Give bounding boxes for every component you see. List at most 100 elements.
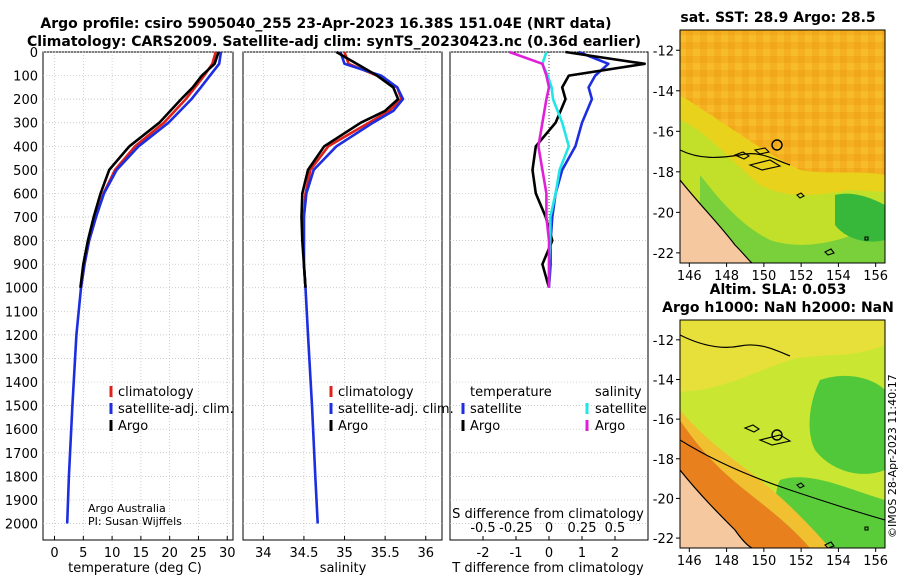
sla-contour	[680, 439, 885, 521]
s-tick-label: -0.5	[470, 521, 495, 536]
map-y-tick-label: -12	[653, 334, 674, 349]
map-x-tick-label: 154	[826, 554, 851, 569]
sla-map-title: Altim. SLA: 0.053	[710, 282, 847, 298]
figure-title-line1: Argo profile: csiro 5905040_255 23-Apr-2…	[40, 16, 611, 32]
sst-reef-mid	[733, 147, 782, 171]
sst-land	[680, 180, 752, 263]
legend-title-salinity: salinity	[595, 385, 642, 400]
credit-line1: Argo Australia	[88, 502, 166, 515]
x-tick-label: 35.5	[371, 546, 400, 561]
y-tick-label: 1800	[5, 470, 38, 485]
y-tick-label: 1600	[5, 423, 38, 438]
map-x-tick-label: 148	[714, 554, 739, 569]
credit-line2: PI: Susan Wijffels	[88, 515, 182, 528]
x-tick-label: -2	[477, 546, 490, 561]
sst-map-axes: 146 148 150 152 154 156 -12 -14 -16 -18 -20 -22	[653, 44, 888, 284]
x-tick-label: 5	[79, 546, 87, 561]
x-tick-label: 35	[336, 546, 353, 561]
y-tick-label: 1000	[5, 282, 38, 297]
series-t-argo	[531, 50, 647, 289]
legend-label-satellite: satellite-adj. clim.	[118, 402, 234, 417]
x-tick-label: 1	[578, 546, 586, 561]
sst-reef-small	[796, 192, 869, 256]
y-tick-label: 1700	[5, 447, 38, 462]
map-x-tick-label: 152	[789, 269, 814, 284]
y-tick-label: 200	[13, 93, 38, 108]
temperature-legend: climatology satellite-adj. clim. Argo	[109, 385, 234, 434]
series-argo	[79, 51, 220, 288]
y-tick-label: 700	[13, 211, 38, 226]
y-tick-label: 1300	[5, 352, 38, 367]
legend-label-s-satellite: satellite	[595, 402, 647, 417]
salinity-panel: 34 34.5 35 35.5 36	[242, 50, 443, 561]
map-x-tick-label: 150	[751, 269, 776, 284]
y-tick-label: 300	[13, 117, 38, 132]
y-tick-label: 1200	[5, 329, 38, 344]
x-tick-label: 25	[190, 546, 207, 561]
map-x-tick-label: 156	[863, 554, 888, 569]
sst-map	[680, 30, 885, 263]
map-y-tick-label: -22	[653, 247, 674, 262]
x-tick-label: 0	[545, 546, 553, 561]
x-tick-label: 36	[417, 546, 434, 561]
x-tick-label: 0	[50, 546, 58, 561]
series-satellite-adj-clim	[302, 51, 405, 524]
legend-title-temperature: temperature	[470, 385, 552, 400]
sla-map-axes: 146 148 150 152 154 156 -12 -14 -16 -18 -20 -22	[653, 334, 888, 569]
difference-frame	[449, 51, 649, 541]
map-x-tick-label: 146	[677, 269, 702, 284]
y-tick-label: 400	[13, 140, 38, 155]
s-tick-label: 0.5	[605, 521, 626, 536]
figure-title-line2: Climatology: CARS2009. Satellite-adj cli…	[27, 34, 641, 50]
map-y-tick-label: -22	[653, 532, 674, 547]
sla-coast	[680, 469, 753, 548]
map-y-tick-label: -14	[653, 85, 674, 100]
map-y-tick-label: -18	[653, 453, 674, 468]
map-x-tick-label: 154	[826, 269, 851, 284]
series-argo	[300, 50, 400, 288]
legend-label-argo: Argo	[338, 419, 368, 434]
y-tick-label: 100	[13, 70, 38, 85]
y-tick-label: 1100	[5, 305, 38, 320]
sla-yellow-shelf	[680, 410, 830, 548]
y-tick-label: 2000	[5, 517, 38, 532]
map-y-tick-label: -20	[653, 206, 674, 221]
legend-label-s-argo: Argo	[595, 419, 625, 434]
sla-map-frame	[679, 319, 886, 549]
x-tick-label: 34	[255, 546, 272, 561]
legend-label-climatology: climatology	[118, 385, 194, 400]
legend-label-t-satellite: satellite	[470, 402, 522, 417]
map-x-tick-label: 150	[751, 554, 776, 569]
y-tick-label: 1400	[5, 376, 38, 391]
difference-s-label: S difference from climatology	[452, 507, 644, 522]
sla-yellow-patch	[680, 320, 885, 392]
sla-reef-small	[796, 482, 869, 548]
x-tick-label: 10	[104, 546, 121, 561]
y-tick-label: 500	[13, 164, 38, 179]
y-tick-label: 0	[30, 46, 38, 61]
map-y-tick-label: -20	[653, 492, 674, 507]
map-x-tick-label: 156	[863, 269, 888, 284]
map-y-tick-label: -14	[653, 373, 674, 388]
sst-argo-marker	[771, 139, 783, 151]
sla-map	[680, 320, 885, 548]
salinity-xlabel: salinity	[320, 561, 367, 576]
temperature-frame	[42, 51, 234, 541]
map-x-tick-label: 146	[677, 554, 702, 569]
y-tick-label: 600	[13, 187, 38, 202]
s-tick-label: 0	[545, 521, 553, 536]
sst-reef-top	[680, 149, 791, 166]
series-s-argo	[508, 50, 551, 288]
sla-map-title2: Argo h1000: NaN h2000: NaN	[662, 300, 894, 316]
x-tick-label: 20	[161, 546, 178, 561]
sla-green-east	[809, 375, 885, 474]
map-y-tick-label: -16	[653, 413, 674, 428]
sla-land	[680, 470, 752, 548]
temperature-panel: 0 5 10 15 20 25 300100200300400500600700800900…	[5, 46, 236, 561]
x-tick-label: -1	[510, 546, 523, 561]
y-tick-label: 1500	[5, 400, 38, 415]
sst-green-patch	[835, 193, 885, 242]
legend-label-satellite: satellite-adj. clim.	[338, 402, 454, 417]
sst-coolest-region	[700, 175, 885, 263]
